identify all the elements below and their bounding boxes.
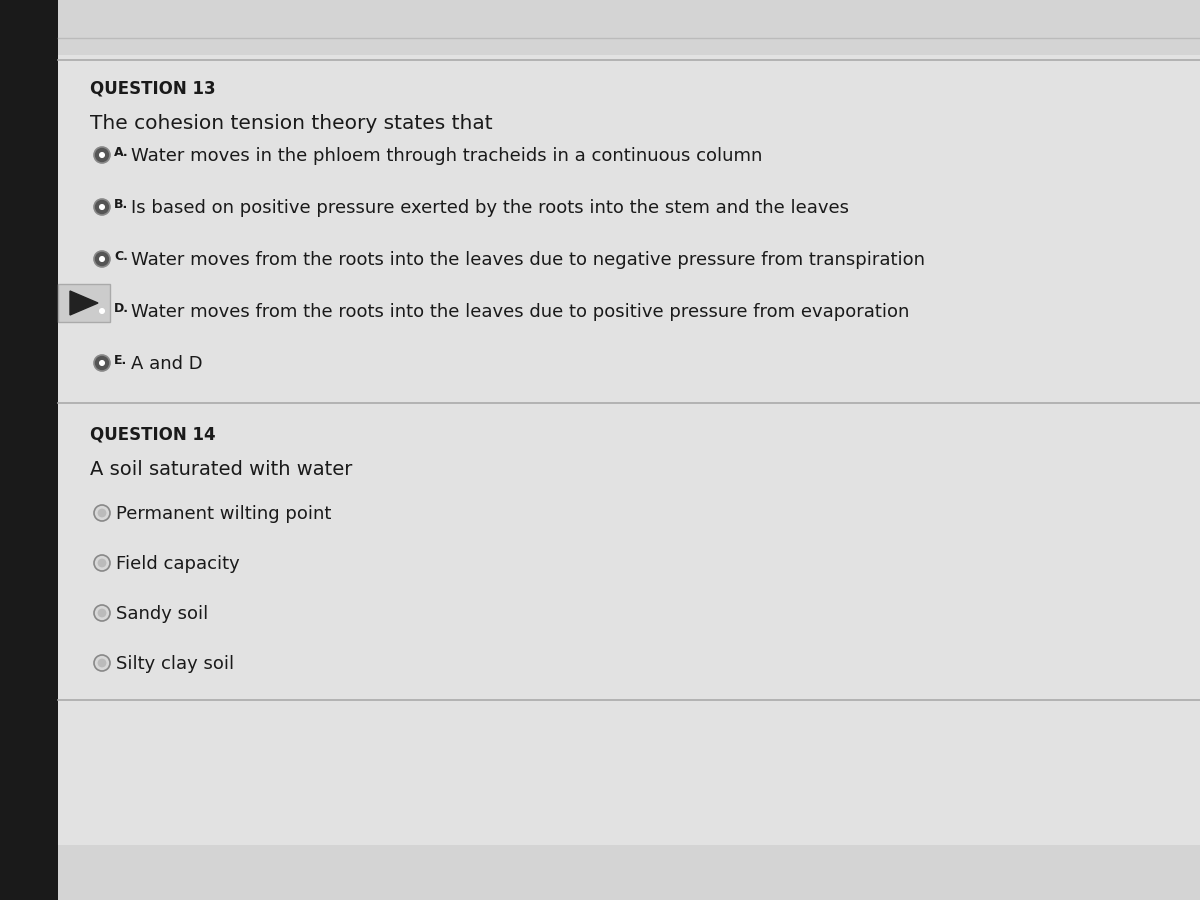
Circle shape	[97, 508, 107, 518]
Circle shape	[94, 251, 110, 267]
Text: Water moves from the roots into the leaves due to negative pressure from transpi: Water moves from the roots into the leav…	[131, 251, 925, 269]
Circle shape	[94, 555, 110, 571]
Text: Permanent wilting point: Permanent wilting point	[116, 505, 331, 523]
Text: Silty clay soil: Silty clay soil	[116, 655, 234, 673]
Circle shape	[94, 655, 110, 671]
Circle shape	[94, 199, 110, 215]
Circle shape	[98, 204, 106, 210]
Text: Is based on positive pressure exerted by the roots into the stem and the leaves: Is based on positive pressure exerted by…	[131, 199, 850, 217]
Circle shape	[98, 152, 106, 158]
Text: A.: A.	[114, 146, 128, 159]
Text: Water moves in the phloem through tracheids in a continuous column: Water moves in the phloem through trache…	[131, 147, 762, 165]
Text: Sandy soil: Sandy soil	[116, 605, 209, 623]
Circle shape	[94, 505, 110, 521]
Circle shape	[94, 605, 110, 621]
Bar	[58, 700, 1200, 845]
FancyBboxPatch shape	[58, 284, 110, 322]
Bar	[58, 55, 1200, 845]
Text: QUESTION 13: QUESTION 13	[90, 80, 216, 98]
Circle shape	[98, 256, 106, 262]
Text: A soil saturated with water: A soil saturated with water	[90, 460, 353, 479]
Circle shape	[94, 147, 110, 163]
Text: D.: D.	[114, 302, 130, 315]
Circle shape	[98, 308, 106, 314]
Circle shape	[97, 559, 107, 567]
Text: B.: B.	[114, 198, 128, 211]
Text: A and D: A and D	[131, 355, 203, 373]
Circle shape	[94, 355, 110, 371]
Bar	[0, 0, 58, 900]
Text: Field capacity: Field capacity	[116, 555, 240, 573]
Circle shape	[98, 360, 106, 366]
Text: C.: C.	[114, 250, 128, 263]
Text: QUESTION 14: QUESTION 14	[90, 425, 216, 443]
Circle shape	[94, 303, 110, 319]
Circle shape	[97, 659, 107, 668]
Text: Water moves from the roots into the leaves due to positive pressure from evapora: Water moves from the roots into the leav…	[131, 303, 910, 321]
Polygon shape	[70, 291, 98, 315]
Text: E.: E.	[114, 354, 127, 367]
Text: The cohesion tension theory states that: The cohesion tension theory states that	[90, 114, 493, 133]
Circle shape	[97, 608, 107, 617]
